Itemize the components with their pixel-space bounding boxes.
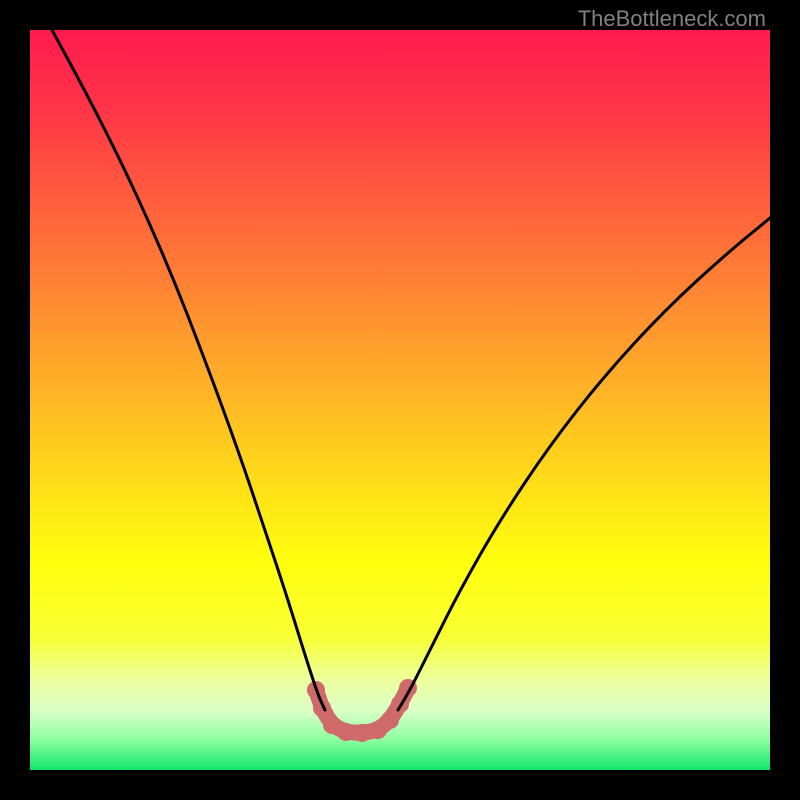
marker-dot xyxy=(381,711,399,729)
curve-right xyxy=(398,218,770,710)
chart-svg xyxy=(0,0,800,800)
marker-dot xyxy=(353,724,371,742)
chart-frame: TheBottleneck.com xyxy=(0,0,800,800)
marker-dot xyxy=(337,723,355,741)
curve-left xyxy=(52,30,325,710)
